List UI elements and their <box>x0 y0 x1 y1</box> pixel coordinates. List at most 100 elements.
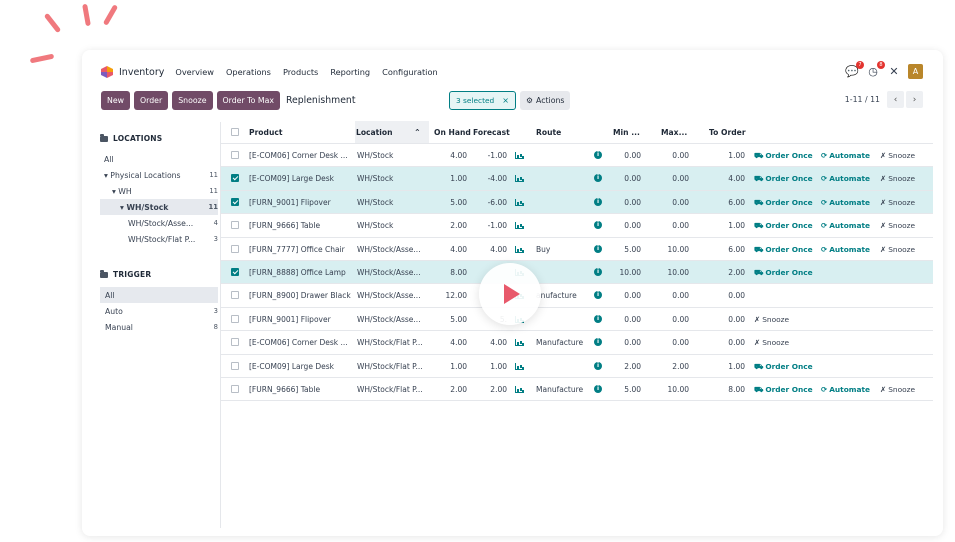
col-to-order[interactable]: To Order <box>709 128 746 137</box>
product-cell[interactable]: [FURN_9666] Table <box>249 221 321 231</box>
col-min[interactable]: Min ... <box>613 128 640 137</box>
forecast-chart-icon[interactable] <box>515 175 524 183</box>
table-row[interactable]: [FURN_9666] Table WH/Stock/Flat P... 2.00 2… <box>221 378 933 402</box>
table-row[interactable]: [FURN_7777] Office Chair WH/Stock/Asse...… <box>221 238 933 261</box>
new-button[interactable]: New <box>101 91 131 110</box>
play-video-button[interactable] <box>479 263 541 325</box>
order-once-button[interactable]: ⛟ Order Once <box>754 174 813 184</box>
location-cell[interactable]: WH/Stock <box>357 221 394 231</box>
location-cell[interactable]: WH/Stock/Asse... <box>357 267 421 277</box>
row-checkbox[interactable] <box>231 291 239 300</box>
location-cell[interactable]: WH/Stock <box>357 197 394 207</box>
forecast-chart-icon[interactable] <box>515 198 524 206</box>
product-cell[interactable]: [FURN_9001] Flipover <box>249 314 331 324</box>
product-cell[interactable]: [FURN_7777] Office Chair <box>249 244 345 254</box>
order-to-max-button[interactable]: Order To Max <box>216 91 280 110</box>
actions-button[interactable]: ⚙ Actions <box>520 91 571 110</box>
row-checkbox[interactable] <box>231 314 239 323</box>
location-cell[interactable]: WH/Stock/Flat P... <box>357 361 423 371</box>
product-cell[interactable]: [FURN_8900] Drawer Black <box>249 291 351 301</box>
location-cell[interactable]: WH/Stock/Asse... <box>357 291 421 301</box>
clock-icon[interactable]: ◷ 8 <box>866 60 885 79</box>
location-item[interactable]: All <box>100 151 218 167</box>
forecast-chart-icon[interactable] <box>515 152 524 159</box>
pager-prev-button[interactable]: ‹ <box>887 91 904 108</box>
snooze-row-button[interactable]: ✗ Snooze <box>880 221 915 230</box>
tools-icon[interactable]: ✕ <box>889 65 899 78</box>
menu-products[interactable]: Products <box>282 67 319 77</box>
order-once-button[interactable]: ⛟ Order Once <box>754 362 813 372</box>
location-item[interactable]: ▾ WH 11 <box>100 183 218 199</box>
product-cell[interactable]: [E-COM09] Large Desk <box>249 361 334 371</box>
order-once-button[interactable]: ⛟ Order Once <box>754 268 813 278</box>
forecast-chart-icon[interactable] <box>515 245 524 253</box>
info-icon[interactable]: i <box>594 244 602 253</box>
product-cell[interactable]: [E-COM06] Corner Desk ... <box>249 338 348 348</box>
automate-button[interactable]: ⟳ Automate <box>821 174 870 183</box>
clear-selection-icon[interactable]: × <box>502 96 509 105</box>
snooze-row-button[interactable]: ✗ Snooze <box>754 315 789 324</box>
info-icon[interactable]: i <box>594 314 602 323</box>
row-checkbox[interactable] <box>231 361 239 370</box>
snooze-row-button[interactable]: ✗ Snooze <box>880 198 915 207</box>
location-cell[interactable]: WH/Stock <box>357 174 394 184</box>
forecast-chart-icon[interactable] <box>515 362 524 370</box>
location-cell[interactable]: WH/Stock/Flat P... <box>357 338 423 348</box>
snooze-row-button[interactable]: ✗ Snooze <box>880 385 915 394</box>
trigger-item[interactable]: Auto 3 <box>100 303 218 319</box>
row-checkbox[interactable] <box>231 197 239 206</box>
info-icon[interactable]: i <box>594 197 602 206</box>
location-cell[interactable]: WH/Stock/Asse... <box>357 314 421 324</box>
col-route[interactable]: Route <box>536 128 562 137</box>
col-on-hand[interactable]: On Hand <box>434 128 471 137</box>
info-icon[interactable]: i <box>594 384 602 393</box>
table-row[interactable]: [E-COM06] Corner Desk ... WH/Stock/Flat P… <box>221 331 933 355</box>
pager-next-button[interactable]: › <box>906 91 923 108</box>
info-icon[interactable]: i <box>594 338 602 347</box>
row-checkbox[interactable] <box>231 244 239 253</box>
table-row[interactable]: [E-COM06] Corner Desk ... WH/Stock 4.00 -1.… <box>221 144 933 168</box>
inventory-logo-icon[interactable] <box>101 66 113 78</box>
location-item[interactable]: ▾ Physical Locations 11 <box>100 167 218 183</box>
col-max[interactable]: Max... <box>661 128 688 137</box>
info-icon[interactable]: i <box>594 221 602 230</box>
table-row[interactable]: [FURN_9666] Table WH/Stock 2.00 -1.00 i 0.00 0… <box>221 214 933 238</box>
sort-asc-icon[interactable]: ⌃ <box>414 128 421 137</box>
automate-button[interactable]: ⟳ Automate <box>821 221 870 230</box>
location-cell[interactable]: WH/Stock/Asse... <box>357 244 421 254</box>
table-row[interactable]: [FURN_9001] Flipover WH/Stock/Asse... 5.00… <box>221 308 933 332</box>
order-once-button[interactable]: ⛟ Order Once <box>754 198 813 208</box>
table-row[interactable]: [E-COM09] Large Desk WH/Stock 1.00 -4.00 i 0.… <box>221 167 933 191</box>
table-row[interactable]: [FURN_8888] Office Lamp WH/Stock/Asse... 8… <box>221 260 933 285</box>
menu-operations[interactable]: Operations <box>225 67 271 77</box>
product-cell[interactable]: [E-COM06] Corner Desk ... <box>249 151 348 160</box>
col-location[interactable]: Location <box>356 128 393 137</box>
snooze-button[interactable]: Snooze <box>172 91 213 110</box>
row-checkbox[interactable] <box>231 151 239 159</box>
row-checkbox[interactable] <box>231 338 239 347</box>
forecast-chart-icon[interactable] <box>515 339 524 347</box>
row-checkbox[interactable] <box>231 221 239 230</box>
location-item[interactable]: WH/Stock/Asse... 4 <box>100 215 218 231</box>
snooze-row-button[interactable]: ✗ Snooze <box>880 245 915 254</box>
info-icon[interactable]: i <box>594 151 602 159</box>
automate-button[interactable]: ⟳ Automate <box>821 151 870 160</box>
snooze-row-button[interactable]: ✗ Snooze <box>880 174 915 183</box>
row-checkbox[interactable] <box>231 267 239 276</box>
menu-configuration[interactable]: Configuration <box>382 67 438 77</box>
info-icon[interactable]: i <box>594 174 602 183</box>
order-once-button[interactable]: ⛟ Order Once <box>754 385 813 395</box>
trigger-item[interactable]: All <box>100 287 218 303</box>
snooze-row-button[interactable]: ✗ Snooze <box>754 338 789 347</box>
automate-button[interactable]: ⟳ Automate <box>821 245 870 254</box>
table-row[interactable]: [FURN_9001] Flipover WH/Stock 5.00 -6.00 i 0.… <box>221 190 933 215</box>
product-cell[interactable]: [FURN_8888] Office Lamp <box>249 267 346 277</box>
location-cell[interactable]: WH/Stock/Flat P... <box>357 384 423 394</box>
automate-button[interactable]: ⟳ Automate <box>821 198 870 207</box>
menu-overview[interactable]: Overview <box>175 67 214 77</box>
menu-reporting[interactable]: Reporting <box>330 67 371 77</box>
table-row[interactable]: [E-COM09] Large Desk WH/Stock/Flat P... 1.… <box>221 355 933 378</box>
avatar[interactable]: A <box>908 64 923 79</box>
select-all-checkbox[interactable] <box>231 128 239 136</box>
info-icon[interactable]: i <box>594 267 602 276</box>
